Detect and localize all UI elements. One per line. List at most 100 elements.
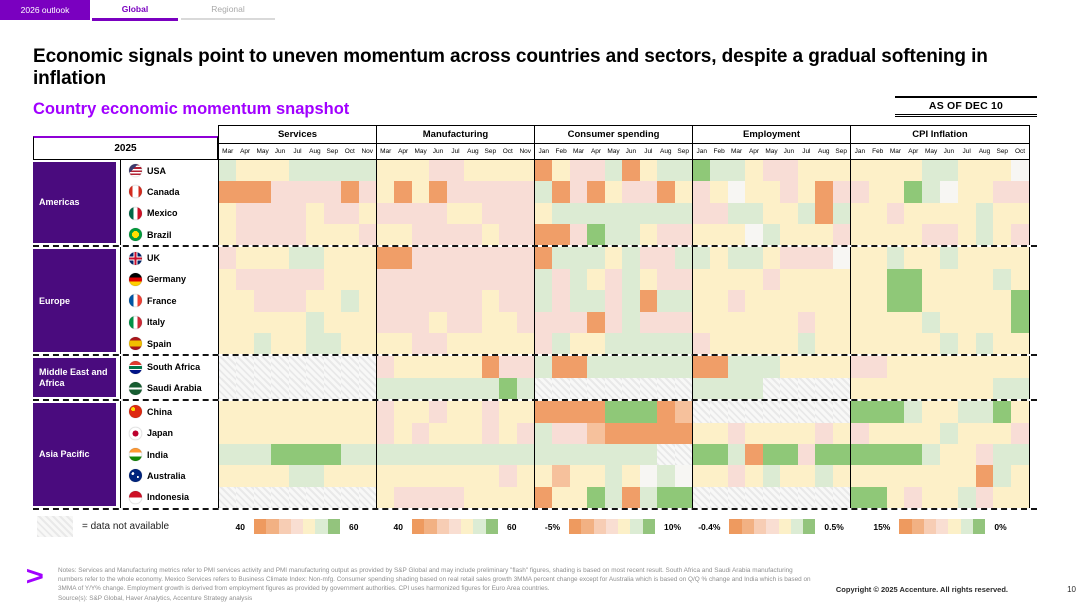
heatmap-cell [622,159,640,182]
heatmap-cell [306,465,324,487]
flag-icon-japan [129,426,142,440]
heatmap-cell [552,223,570,246]
legend-scale: 40 60 [218,519,376,535]
country-cell-indonesia: Indonesia [120,486,218,509]
heatmap-cell [253,202,272,224]
heatmap-cell [975,377,994,400]
heatmap-cell [446,181,465,203]
country-name: China [147,406,173,417]
heatmap-cell [236,311,254,333]
heatmap-cell [253,443,272,466]
region-band: Americas USA Canada Mexico Brazil [33,159,1037,248]
country-name: France [147,295,177,306]
heatmap-cell [993,181,1012,203]
heatmap-cell [481,422,500,444]
heatmap-cell [516,159,534,182]
metric-strip [534,465,692,487]
heatmap-cell [499,486,517,509]
tab-global[interactable]: Global [92,0,178,21]
heatmap-cell [745,202,763,224]
tab-regional[interactable]: Regional [181,0,275,20]
heatmap-cell [516,202,534,224]
heatmap-cell [464,377,482,400]
month-label: Jan [538,147,549,155]
heatmap-cell [394,443,412,466]
country-cell-spain: Spain [120,332,218,355]
metric-strip [850,181,1030,203]
month-label: Jan [696,147,707,155]
month-label: Sep [835,147,847,155]
metric-strip [218,486,376,509]
metric-strip [218,202,376,224]
heatmap-cell [762,247,781,269]
heatmap-cell [377,223,395,246]
heatmap-cell [993,311,1012,333]
heatmap-cell [604,290,623,312]
metric-strip [534,356,692,378]
heatmap-cell [710,356,728,378]
heatmap-cell [851,422,869,444]
heatmap-cell [939,202,958,224]
heatmap-cell [411,332,430,355]
heatmap-cell [253,311,272,333]
metric-strip [534,486,692,509]
flag-icon-france [129,294,142,308]
heatmap-cell [922,268,940,291]
heatmap-cell [429,311,447,333]
heatmap-cell [639,290,658,312]
heatmap-cell [446,443,465,466]
heatmap-cell [1011,465,1029,487]
heatmap-cell [693,181,711,203]
heatmap-cell [587,422,605,444]
heatmap-cell [535,422,553,444]
metric-group-label: Consumer spending [534,124,692,144]
heatmap-cell [552,356,570,378]
heatmap-cell [710,223,728,246]
heatmap-cell [815,486,833,509]
region-rows: South Africa Saudi Arabia [120,356,1037,400]
heatmap-cell [993,422,1012,444]
heatmap-cell [797,181,816,203]
flag-icon-australia [129,469,142,483]
heatmap-cell [797,377,816,400]
heatmap-cell [587,311,605,333]
heatmap-cell [674,290,692,312]
heatmap-cell [253,377,272,400]
heatmap-cell [569,422,588,444]
heatmap-cell [552,422,570,444]
country-row: USA [120,159,1037,182]
heatmap-cell [657,443,675,466]
heatmap-cell [674,159,692,182]
heatmap-cell [464,181,482,203]
heatmap-cell [481,332,500,355]
heatmap-cell [236,377,254,400]
country-name: India [147,449,169,460]
heatmap-cell [639,268,658,291]
heatmap-cell [341,486,359,509]
heatmap-cell [815,181,833,203]
metric-strip [218,443,376,466]
heatmap-cell [904,159,923,182]
heatmap-cell [429,356,447,378]
heatmap-cell [957,401,976,423]
heatmap-cell [939,247,958,269]
heatmap-cell [975,311,994,333]
heatmap-cell [236,159,254,182]
country-cell-germany: Germany [120,268,218,291]
heatmap-cell [481,268,500,291]
heatmap-cell [904,356,923,378]
metric-group-header: Employment Jan Feb Mar Apr May Jun Jul Aug Sep [692,124,850,160]
tab-2026-outlook[interactable]: 2026 outlook [0,0,90,20]
heatmap-cell [481,159,500,182]
heatmap-cell [727,486,746,509]
heatmap-cell [499,159,517,182]
heatmap-cell [516,486,534,509]
heatmap-cell [219,401,237,423]
heatmap-cell [1011,377,1029,400]
heatmap-cell [710,159,728,182]
heatmap-cell [236,401,254,423]
heatmap-cell [832,181,850,203]
metric-strip [850,422,1030,444]
heatmap-cell [762,401,781,423]
country-cell-china: China [120,401,218,423]
